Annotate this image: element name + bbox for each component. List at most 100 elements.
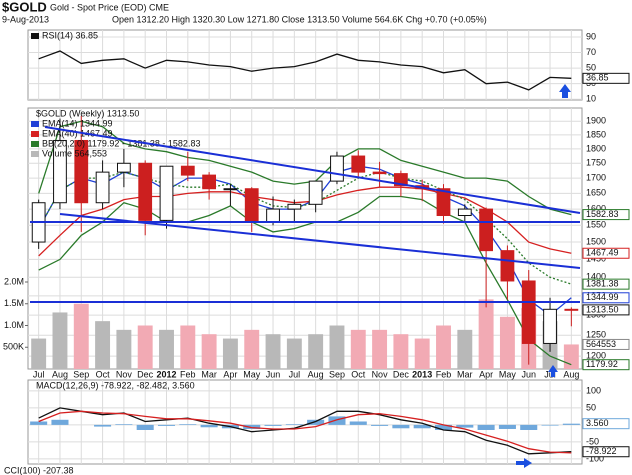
histogram-bar	[51, 419, 69, 425]
histogram-bar	[371, 424, 389, 426]
y-tick-label: -100	[586, 453, 604, 463]
candle-body	[244, 188, 259, 223]
volume-bar	[244, 329, 260, 369]
value-badge-label: 3.560	[586, 418, 609, 428]
y-tick-label: 50	[586, 62, 596, 72]
value-badge	[582, 418, 630, 430]
x-tick-label: Aug	[563, 369, 579, 379]
y-tick-label: 1450	[586, 254, 606, 264]
x-tick-label: Oct	[351, 369, 366, 379]
footer-indicator: CCI(100) -207.38	[4, 465, 74, 475]
x-tick-label: Apr	[479, 369, 493, 379]
histogram-bar	[392, 424, 410, 429]
candle-body	[436, 188, 451, 217]
value-badge	[582, 359, 630, 371]
legend-swatch	[31, 141, 39, 147]
x-tick-label: Jul	[33, 369, 45, 379]
x-tick-label: Dec	[393, 369, 410, 379]
volume-bar	[286, 338, 302, 369]
volume-bar	[308, 334, 324, 369]
y2-tick-label: 1.0M	[4, 320, 24, 330]
x-tick-label: Jun	[266, 369, 281, 379]
legend-entry: RSI(14) 36.85	[42, 30, 98, 40]
arrow-right	[516, 458, 532, 468]
value-badge	[582, 446, 630, 458]
candle-body	[223, 188, 238, 191]
value-badge	[582, 304, 630, 316]
legend-entry: BB(20,2.0) 1179.92 - 1381.38 - 1582.83	[42, 138, 200, 148]
candle-body	[564, 308, 579, 311]
candle-body	[372, 171, 387, 175]
quote: Open 1312.20 High 1320.30 Low 1271.80 Cl…	[112, 14, 487, 24]
price-frame	[27, 107, 583, 370]
value-badge	[582, 292, 630, 304]
y-tick-label: 50	[586, 402, 596, 412]
value-badge-label: 1381.38	[586, 279, 619, 289]
legend-title: MACD(12,26,9) -78.922, -82.482, 3.560	[36, 380, 195, 390]
x-tick-label: 2012	[156, 369, 176, 379]
value-badge	[582, 247, 630, 259]
candle-body	[95, 171, 110, 204]
y-tick-label: 1600	[586, 203, 606, 213]
symbol: $GOLD	[2, 0, 47, 14]
histogram-bar	[136, 424, 154, 430]
volume-bar	[159, 329, 174, 369]
volume-bar	[457, 329, 473, 369]
arrows	[516, 84, 571, 468]
macd-frame	[27, 379, 583, 465]
quote-date: 9-Aug-2013	[2, 14, 49, 24]
candle-body	[500, 250, 515, 282]
y2-tick-label: 500K	[3, 342, 24, 352]
trendline	[44, 126, 581, 214]
histogram-bar	[434, 424, 453, 430]
histogram-bar	[562, 423, 580, 425]
volume-bar	[73, 303, 89, 369]
volume-bar	[31, 338, 47, 369]
y2-tick-label: 1.5M	[4, 298, 24, 308]
legend-swatch	[31, 33, 39, 39]
series-line	[38, 195, 572, 366]
histogram-bar	[541, 424, 559, 426]
x-tick-label: Sep	[329, 369, 345, 379]
candle-body	[180, 165, 195, 176]
x-tick-label: Nov	[116, 369, 133, 379]
volume-bar	[499, 316, 515, 369]
candle-body	[521, 280, 536, 344]
x-tick-label: Mar	[457, 369, 473, 379]
volume-bar	[180, 325, 196, 369]
x-tick-label: May	[499, 369, 517, 379]
y-tick-label: 1700	[586, 172, 606, 182]
x-tick-label: Sep	[73, 369, 89, 379]
histogram-bar	[520, 424, 538, 430]
histogram-bar	[413, 424, 431, 429]
candle-body	[116, 162, 131, 173]
x-tick-label: Mar	[201, 369, 217, 379]
volume-bar	[265, 334, 281, 369]
marks: 1030507090RSI(14) 36.8536.85120012501300…	[3, 30, 630, 475]
volume-bar	[393, 334, 409, 369]
y-tick-label: 1900	[586, 116, 606, 126]
x-tick-label: Jun	[521, 369, 536, 379]
histogram-bar	[477, 424, 495, 430]
candle-body	[53, 139, 67, 204]
value-badge	[582, 209, 630, 221]
y-tick-label: 1650	[586, 188, 606, 198]
value-badge-label: 36.85	[586, 73, 609, 83]
volume-bar	[116, 329, 132, 369]
volume-bar	[414, 338, 430, 369]
x-tick-label: Nov	[372, 369, 389, 379]
value-badge	[582, 72, 630, 84]
histogram-bar	[264, 424, 282, 426]
candle-body	[393, 173, 408, 187]
series-line	[38, 186, 572, 257]
candle-body	[457, 208, 472, 217]
histogram-bar	[498, 424, 516, 429]
histogram-bar	[456, 424, 474, 428]
x-tick-label: 2013	[412, 369, 432, 379]
volume-bar	[52, 312, 68, 369]
volume-bar	[436, 325, 451, 369]
y-tick-label: 1800	[586, 143, 606, 153]
y-tick-label: 1500	[586, 236, 606, 246]
arrow-up	[559, 84, 571, 98]
trendlines	[30, 126, 581, 303]
